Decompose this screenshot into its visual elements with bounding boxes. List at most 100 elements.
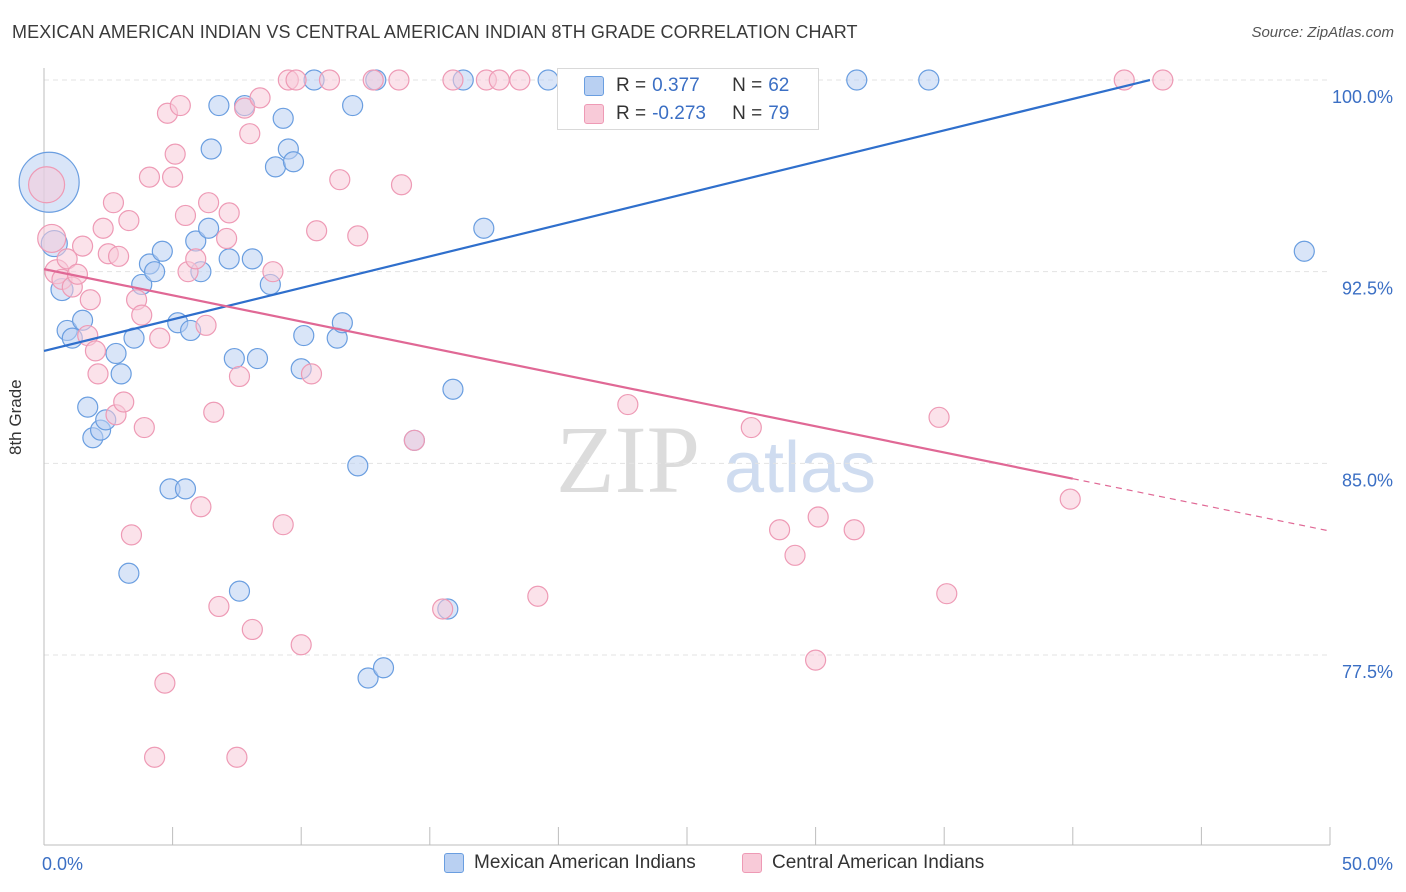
point-mexican — [246, 347, 269, 370]
point-central — [143, 746, 166, 768]
y-tick-label: 85.0% — [1342, 470, 1393, 490]
point-mexican — [342, 94, 364, 117]
point-mexican — [442, 378, 464, 400]
point-mexican — [105, 342, 127, 365]
x-tick-label: 50.0% — [1342, 854, 1393, 874]
point-central — [87, 363, 109, 385]
watermark-atlas: atlas — [724, 428, 876, 508]
point-central — [138, 166, 161, 188]
point-mexican — [282, 151, 305, 173]
point-central — [234, 97, 256, 119]
point-central — [107, 245, 130, 267]
x-tick-label: 0.0% — [42, 854, 83, 874]
point-mexican — [272, 107, 294, 129]
point-central — [84, 340, 107, 362]
r-value: -0.273 — [652, 103, 706, 124]
point-mexican — [218, 248, 240, 270]
point-central — [432, 598, 454, 620]
x-tick-labels: 0.0% 50.0% — [42, 854, 1393, 874]
point-central — [488, 69, 510, 91]
point-central — [843, 519, 865, 541]
point-central — [290, 634, 312, 656]
legend-item-mexican[interactable]: Mexican American Indians — [444, 852, 696, 874]
point-central — [403, 429, 425, 451]
y-tick-labels: 100.0% 92.5% 85.0% 77.5% — [1332, 87, 1393, 682]
point-mexican — [198, 217, 220, 239]
point-mexican — [223, 347, 245, 370]
point-central — [56, 248, 78, 270]
point-mexican — [357, 667, 379, 689]
point-central — [162, 166, 184, 188]
point-central — [617, 393, 639, 416]
point-central — [329, 169, 351, 191]
point-central — [118, 209, 140, 232]
legend-label: Central American Indians — [772, 852, 985, 873]
r-label: R = — [616, 75, 647, 96]
point-central — [120, 524, 143, 546]
point-central — [169, 94, 191, 117]
point-central — [285, 69, 307, 91]
point-central — [131, 304, 153, 326]
point-central — [92, 217, 114, 239]
point-central — [300, 363, 323, 385]
stats-legend: R = 0.377 N = 62 R = -0.273 N = 79 — [557, 68, 819, 130]
point-central — [218, 202, 240, 224]
point-central — [306, 220, 328, 242]
legend-label: Mexican American Indians — [474, 852, 696, 873]
y-axis-title: 8th Grade — [6, 379, 25, 455]
n-label: N = — [732, 75, 763, 96]
point-central — [71, 235, 94, 257]
point-central — [390, 174, 413, 196]
point-mexican — [846, 69, 868, 91]
trend-line-central — [43, 268, 1074, 480]
watermark-zip: ZIP — [556, 406, 700, 513]
y-tick-label: 92.5% — [1342, 279, 1393, 299]
point-mexican — [151, 240, 173, 262]
point-mexican — [1293, 240, 1315, 262]
point-central — [208, 595, 230, 618]
point-mexican — [174, 478, 197, 500]
point-central — [79, 289, 101, 311]
point-central — [527, 585, 549, 607]
point-central — [239, 123, 261, 145]
point-central — [928, 406, 950, 428]
point-mexican — [208, 94, 230, 117]
point-central — [102, 192, 125, 214]
blue-swatch-icon — [584, 76, 604, 96]
data-points — [18, 69, 1315, 768]
pink-swatch-icon — [584, 104, 604, 124]
series-legend: Mexican American Indians Central America… — [0, 852, 1406, 878]
legend-item-central[interactable]: Central American Indians — [742, 852, 984, 874]
point-central — [318, 69, 341, 91]
point-central — [249, 87, 271, 109]
pink-swatch-icon — [742, 853, 762, 873]
stats-row-mexican: R = 0.377 N = 62 — [558, 72, 789, 100]
point-central — [272, 514, 294, 536]
point-mexican — [200, 138, 222, 160]
n-value: 62 — [768, 75, 790, 96]
point-mexican — [347, 455, 369, 477]
point-mexican — [118, 562, 140, 584]
point-central — [1059, 488, 1081, 510]
point-mexican — [473, 217, 495, 239]
trend-line-central-extension — [1072, 478, 1331, 532]
point-central — [149, 327, 171, 349]
point-central — [154, 672, 176, 694]
point-mexican — [293, 324, 315, 347]
point-central — [174, 204, 197, 227]
r-label: R = — [616, 103, 647, 124]
point-mexican — [143, 261, 166, 283]
point-central — [784, 544, 806, 566]
point-mexican — [110, 363, 132, 385]
point-central — [27, 166, 66, 204]
n-label: N = — [732, 103, 763, 124]
point-central — [740, 416, 762, 439]
point-central — [226, 746, 248, 768]
r-value: 0.377 — [652, 75, 700, 96]
point-central — [164, 143, 186, 165]
point-central — [37, 223, 67, 254]
point-central — [113, 391, 135, 413]
point-central — [347, 225, 369, 247]
point-mexican — [537, 69, 559, 91]
